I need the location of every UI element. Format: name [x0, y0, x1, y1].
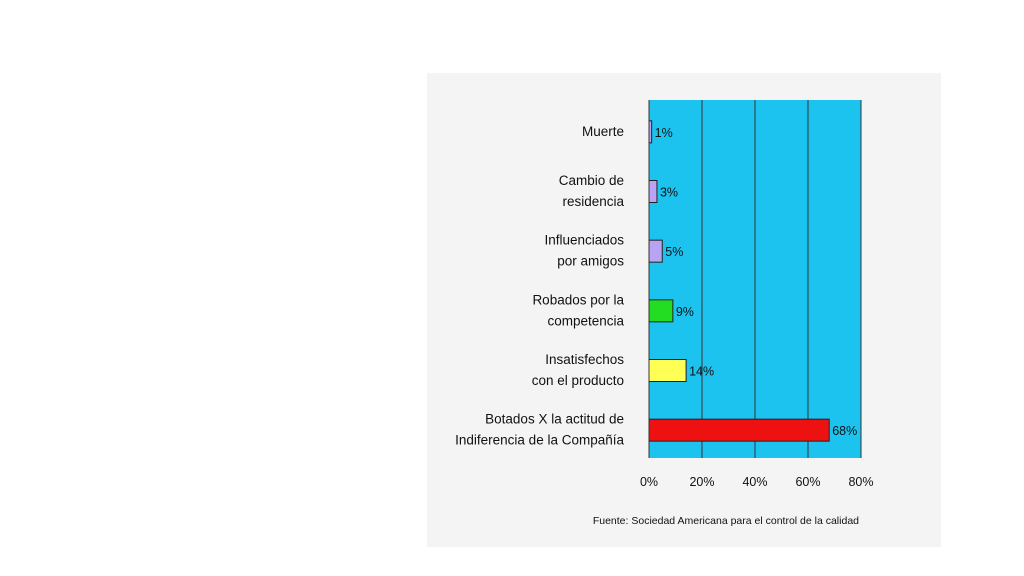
x-tick-label: 0%: [640, 475, 658, 489]
bar-value-label: 5%: [665, 245, 683, 259]
bar-value-label: 1%: [655, 126, 673, 140]
gridlines: [701, 100, 862, 458]
category-label: Indiferencia de la Compañía: [455, 433, 624, 448]
value-labels: 1% 3% 5% 9% 14% 68%: [655, 126, 858, 438]
bar-chart: 1% 3% 5% 9% 14% 68% Muerte Cambio de residencia…: [455, 100, 874, 527]
source-note: Fuente: Sociedad Americana para el contr…: [593, 515, 859, 527]
category-labels: Muerte Cambio de residencia Influenciados po…: [455, 124, 624, 448]
category-label: Cambio de: [559, 173, 624, 188]
category-label: por amigos: [557, 254, 624, 269]
category-label: Insatisfechos: [545, 352, 624, 367]
bar-value-label: 68%: [832, 424, 857, 438]
category-label: Influenciados: [544, 233, 624, 248]
category-label: competencia: [547, 313, 624, 328]
x-tick-label: 60%: [795, 475, 820, 489]
category-label: Botados X la actitud de: [485, 412, 624, 427]
category-label: Robados por la: [532, 292, 624, 307]
bar-value-label: 3%: [660, 186, 678, 200]
category-label: Muerte: [582, 124, 624, 139]
bar: [648, 418, 830, 442]
category-label: residencia: [562, 194, 624, 209]
x-axis-ticks: 0% 20% 40% 60% 80%: [640, 475, 874, 489]
x-tick-label: 20%: [689, 475, 714, 489]
category-label: con el producto: [532, 373, 624, 388]
x-tick-label: 40%: [742, 475, 767, 489]
bars: [648, 120, 830, 442]
x-tick-label: 80%: [848, 475, 873, 489]
bar: [648, 299, 674, 323]
bar-value-label: 14%: [689, 365, 714, 379]
chart-figure: 1% 3% 5% 9% 14% 68% Muerte Cambio de residencia…: [427, 73, 941, 547]
bar: [648, 180, 658, 203]
bar: [648, 359, 687, 382]
bar: [648, 239, 663, 263]
bar-value-label: 9%: [676, 305, 694, 319]
